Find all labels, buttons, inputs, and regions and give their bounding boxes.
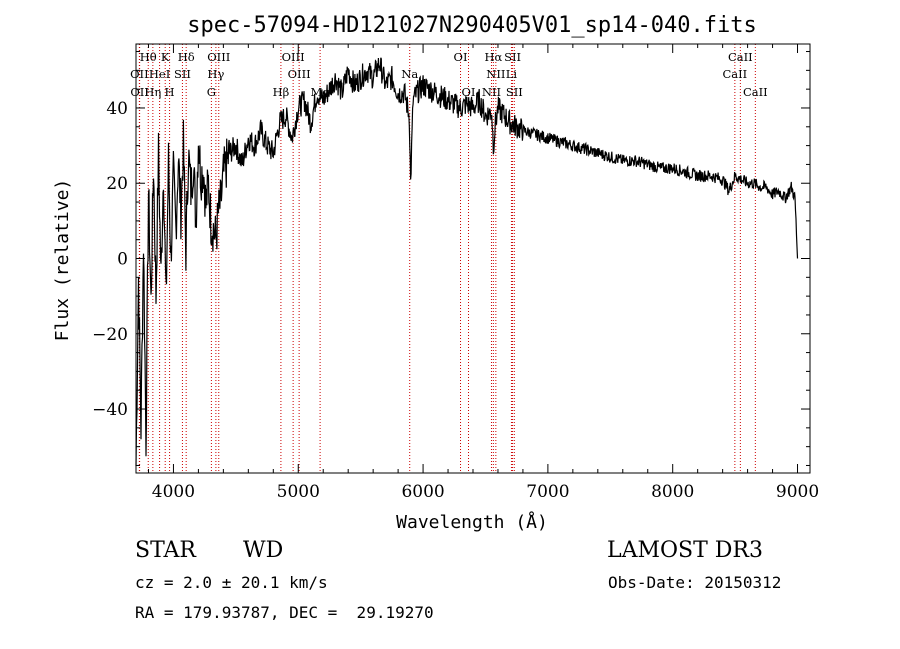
line-label-14: Na [401, 67, 418, 81]
x-tick-label-1: 5000 [277, 482, 320, 502]
line-label-4: OIII [282, 50, 305, 64]
x-tick-label-5: 9000 [776, 482, 819, 502]
line-label-15: NII [486, 67, 505, 81]
y-tick-label-2: 0 [117, 250, 128, 270]
object-class: STAR [135, 538, 196, 563]
line-label-25: NII [482, 85, 501, 99]
line-label-13: OIII [288, 67, 311, 81]
spectral-line-markers [138, 44, 756, 473]
y-axis-label: Flux (relative) [52, 179, 73, 342]
line-label-5: OI [454, 50, 468, 64]
line-label-19: Hη [144, 85, 161, 99]
line-label-6: Hα [484, 50, 502, 64]
coordinates: RA = 179.93787, DEC = 29.19270 [135, 603, 434, 622]
x-axis-ticks: 4000 5000 6000 7000 8000 9000 [147, 44, 819, 502]
y-tick-label-1: −20 [92, 325, 128, 345]
redshift-velocity: cz = 2.0 ± 20.1 km/s [135, 573, 328, 592]
object-subclass: WD [243, 538, 284, 563]
y-axis-ticks: −40 −20 0 20 40 [92, 51, 810, 466]
y-tick-label-0: −40 [92, 400, 128, 420]
x-tick-label-2: 6000 [401, 482, 444, 502]
line-label-20: H [165, 85, 175, 99]
line-label-16: Li [506, 67, 518, 81]
spectrum-line [135, 57, 799, 467]
line-label-11: SII [174, 67, 191, 81]
survey-name: LAMOST DR3 [607, 538, 763, 563]
line-label-3: OIII [207, 50, 230, 64]
line-label-17: CaII [722, 67, 747, 81]
x-tick-label-4: 8000 [651, 482, 694, 502]
line-label-0: Hθ [140, 50, 157, 64]
line-label-8: CaII [728, 50, 753, 64]
line-label-7: SII [504, 50, 521, 64]
line-label-1: K [161, 50, 170, 64]
line-label-2: Hδ [178, 50, 195, 64]
line-label-27: CaII [743, 85, 768, 99]
observation-date: Obs-Date: 20150312 [608, 573, 782, 592]
line-label-9: OII [130, 67, 149, 81]
line-label-10: HeI [149, 67, 170, 81]
y-tick-label-3: 20 [106, 174, 128, 194]
y-tick-label-4: 40 [106, 99, 128, 119]
line-label-21: G [207, 85, 216, 99]
x-tick-label-3: 7000 [526, 482, 569, 502]
line-label-22: Hβ [273, 85, 290, 99]
line-label-18: OII [130, 85, 149, 99]
x-axis-label: Wavelength (Å) [396, 511, 548, 533]
x-tick-label-0: 4000 [152, 482, 195, 502]
line-label-26: SII [506, 85, 523, 99]
chart-title: spec-57094-HD121027N290405V01_sp14-040.f… [187, 13, 757, 38]
line-label-24: OI [462, 85, 476, 99]
line-label-12: Hγ [207, 67, 224, 81]
